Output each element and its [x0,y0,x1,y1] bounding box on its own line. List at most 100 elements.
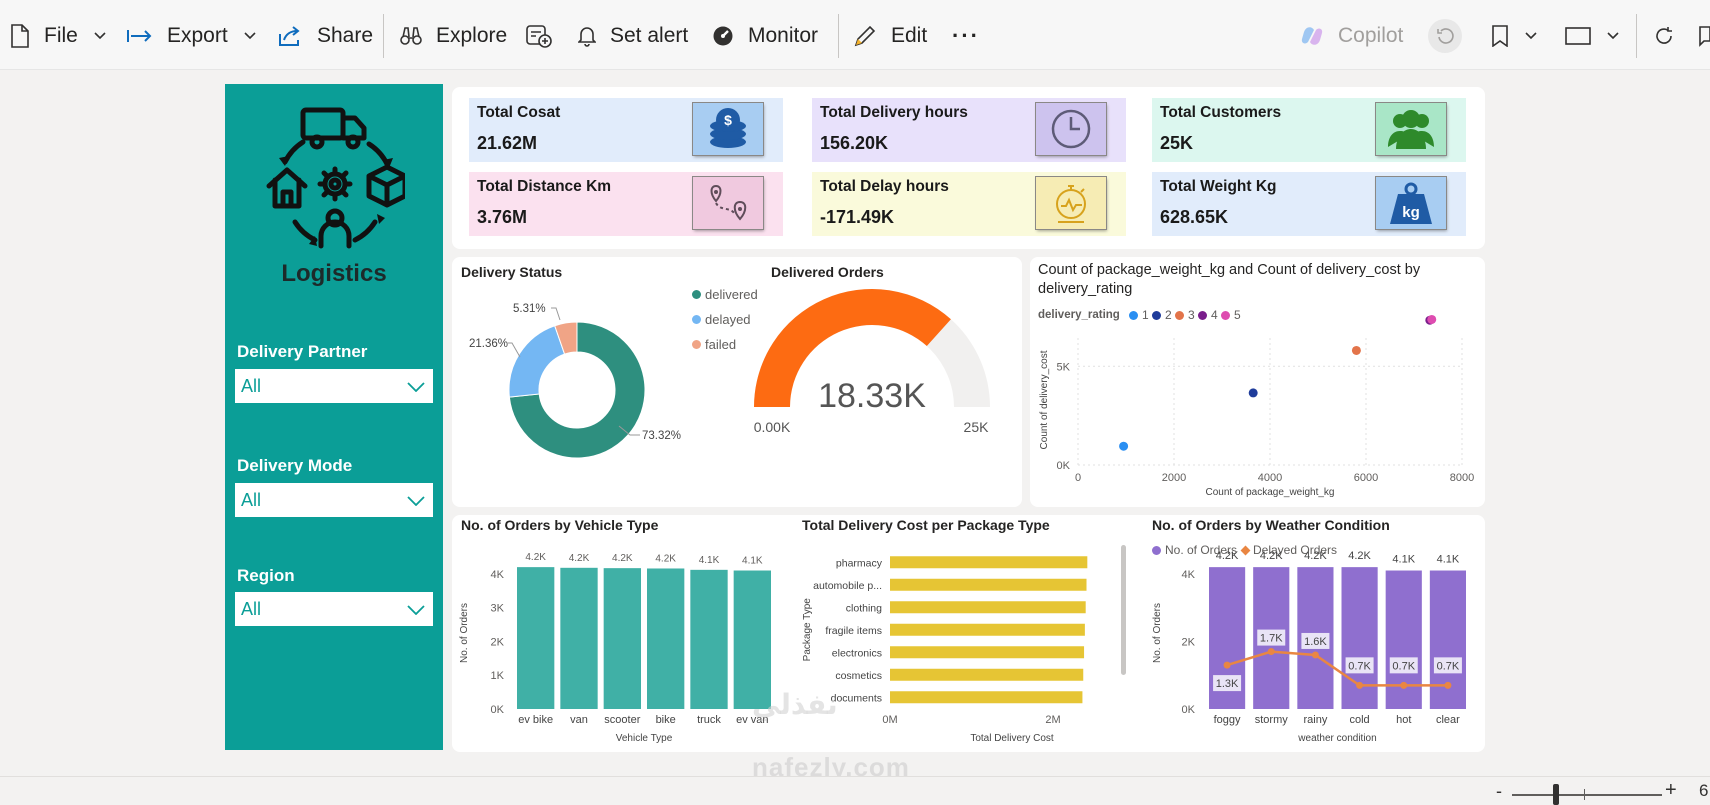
legend-label: delayed [705,312,751,327]
undo-button[interactable] [1428,18,1462,54]
view-menu[interactable] [1565,18,1619,54]
vehicle-xtick: ev bike [518,714,553,726]
add-visual-button[interactable] [526,18,552,54]
rating-scatter-card: Count of package_weight_kg and Count of … [1030,257,1485,507]
weather-delayed-line [1226,650,1448,687]
file-menu[interactable]: File [10,18,106,54]
legend-failed[interactable]: failed [692,337,736,352]
legend-label: 4 [1211,308,1218,322]
watermark-arabic: نفذلي [752,689,838,720]
edit-button[interactable]: Edit [853,18,927,54]
region-dropdown[interactable]: All [235,592,433,626]
share-button[interactable]: Share [277,18,373,54]
zoom-tick [1584,789,1585,800]
scatter-xtick: 6000 [1354,472,1378,484]
more-label: ··· [952,23,980,48]
more-options-button[interactable]: ··· [952,18,980,54]
package-bar-clothing [890,601,1086,614]
package-ytick: fragile items [825,625,882,637]
package-ytick: automobile p... [813,580,882,592]
vehicle-xtick: scooter [604,714,640,726]
users-icon [1376,103,1446,155]
bottom-charts-card: No. of Orders by Vehicle Type Total Deli… [452,515,1485,752]
chevron-down-icon [1607,32,1619,40]
scatter-legend-item-3[interactable]: 3 [1175,308,1195,322]
export-label: Export [167,24,228,47]
zoom-out-button[interactable]: - [1496,781,1502,801]
stopwatch-icon [1036,177,1106,229]
donut-label-failed: 5.31% [513,303,546,315]
explore-button[interactable]: Explore [400,18,507,54]
legend-dot [692,290,701,299]
zoom-in-button[interactable]: + [1665,779,1677,801]
vehicle-data-label: 4.1K [742,556,763,567]
package-ylabel: Package Type [802,598,813,662]
legend-label: delivered [705,287,758,302]
kpi-title: Total Weight Kg [1160,178,1277,195]
bookmark-menu[interactable] [1491,18,1537,54]
weather-chart-title: No. of Orders by Weather Condition [1152,517,1390,533]
region-label: Region [237,566,295,585]
legend-delayed[interactable]: delayed [692,312,751,327]
weather-line-label-bg [1301,632,1330,649]
export-menu[interactable]: Export [127,18,256,54]
add-page-icon [526,24,552,48]
set-alert-label: Set alert [610,24,689,47]
scatter-legend-item-5[interactable]: 5 [1221,308,1241,322]
map-pin-icon [693,177,763,229]
scatter-legend-item-2[interactable]: 2 [1152,308,1172,322]
weather-delayed-point-hot [1400,681,1408,689]
scatter-point-rating-3 [1351,345,1361,355]
copilot-button[interactable]: Copilot [1300,18,1403,54]
zoom-slider[interactable] [1512,794,1662,796]
kpi-total-delay-hours: Total Delay hours -171.49K [812,172,1126,236]
zoom-slider-thumb[interactable] [1553,784,1559,805]
weather-xtick: foggy [1214,714,1241,726]
weather-data-label: 4.2K [1348,550,1371,562]
delivery-partner-dropdown[interactable]: All [235,369,433,403]
scatter-point-rating-5 [1427,314,1437,324]
delivery-mode-label: Delivery Mode [237,456,353,475]
region-value: All [241,598,262,619]
weather-line-label-bg [1257,629,1286,646]
package-chart-title: Total Delivery Cost per Package Type [802,517,1050,533]
vehicle-xtick: ev van [736,714,768,726]
vehicle-bar-scooter [603,568,641,709]
vehicle-data-label: 4.2K [612,553,633,564]
weather-line-label-bg [1389,657,1418,674]
chevron-down-icon [244,32,256,40]
weather-data-label: 4.2K [1216,550,1239,562]
scatter-legend-item-4[interactable]: 4 [1198,308,1218,322]
legend-delayed-orders[interactable]: Delayed Orders [1240,543,1337,557]
delivery-status-donut: 73.32% 21.36% 5.31% [469,303,681,459]
vehicle-ylabel: No. of Orders [459,603,470,663]
legend-delivered[interactable]: delivered [692,287,758,302]
scatter-point-rating-1 [1119,441,1129,451]
weather-data-label: 4.1K [1437,554,1460,566]
copilot-icon [1300,24,1324,48]
kpi-total-delivery-hours: Total Delivery hours 156.20K [812,98,1126,162]
kpi-total-distance: Total Distance Km 3.76M [469,172,783,236]
scatter-title: Count of package_weight_kg and Count of … [1038,262,1421,297]
weather-xtick: rainy [1303,714,1327,726]
coins-icon: $ [693,103,763,155]
refresh-button[interactable] [1653,18,1675,54]
chevron-down-icon [407,599,425,620]
scatter-legend-item-1[interactable]: 1 [1129,308,1149,322]
comment-button[interactable] [1699,18,1710,54]
set-alert-button[interactable]: Set alert [578,18,688,54]
legend-no-of-orders[interactable]: No. of Orders [1152,543,1237,557]
delivery-mode-dropdown[interactable]: All [235,483,433,517]
toolbar-separator [383,14,384,58]
package-ytick: documents [831,692,882,704]
package-scrollbar[interactable] [1121,545,1126,675]
gauge-min-label: 0.00K [754,419,791,435]
monitor-button[interactable]: Monitor [712,18,818,54]
donut-slice-failed [554,321,578,355]
delivery-mode-value: All [241,489,262,510]
legend-dot [692,340,701,349]
legend-dot [1152,310,1161,320]
zoom-value: 6 [1699,781,1709,800]
vehicle-xlabel: Vehicle Type [616,733,673,744]
scatter-ytick: 5K [1057,361,1071,373]
